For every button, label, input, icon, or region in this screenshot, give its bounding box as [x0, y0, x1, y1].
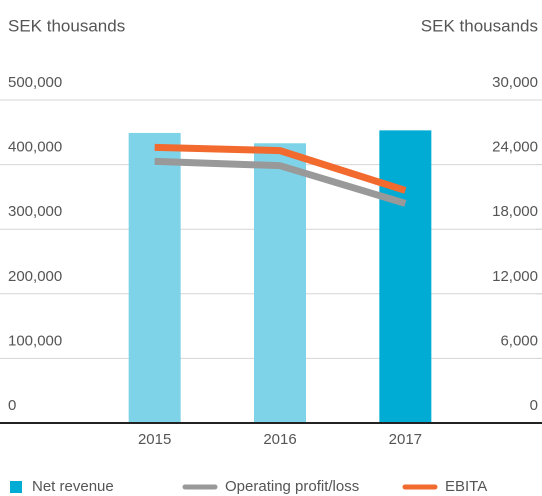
- y2-tick-label: 12,000: [492, 268, 538, 285]
- y2-tick-label: 30,000: [492, 74, 538, 91]
- bar: [128, 132, 181, 424]
- y2-tick-label: 0: [530, 397, 538, 414]
- y2-axis-title: SEK thousands: [421, 16, 538, 35]
- y2-tick-label: 18,000: [492, 203, 538, 220]
- x-tick-label: 2015: [138, 431, 171, 448]
- y2-tick-label: 6,000: [500, 332, 538, 349]
- line: [154, 157, 407, 207]
- y-tick-label: 200,000: [8, 268, 62, 285]
- y-tick-label: 500,000: [8, 74, 62, 91]
- legend-label: EBITA: [445, 478, 487, 495]
- x-tick-label: 2017: [389, 431, 422, 448]
- y-tick-label: 100,000: [8, 332, 62, 349]
- y-tick-label: 0: [8, 397, 16, 414]
- bar: [254, 143, 306, 424]
- x-tick-label: 2016: [263, 431, 296, 448]
- line: [154, 143, 407, 194]
- legend-label: Net revenue: [32, 478, 114, 495]
- y-tick-label: 400,000: [8, 139, 62, 156]
- y2-tick-label: 24,000: [492, 139, 538, 156]
- legend-label: Operating profit/loss: [225, 478, 359, 495]
- y-axis-title: SEK thousands: [8, 16, 125, 35]
- y-tick-label: 300,000: [8, 203, 62, 220]
- bar: [379, 130, 432, 423]
- legend-swatch: [10, 481, 22, 493]
